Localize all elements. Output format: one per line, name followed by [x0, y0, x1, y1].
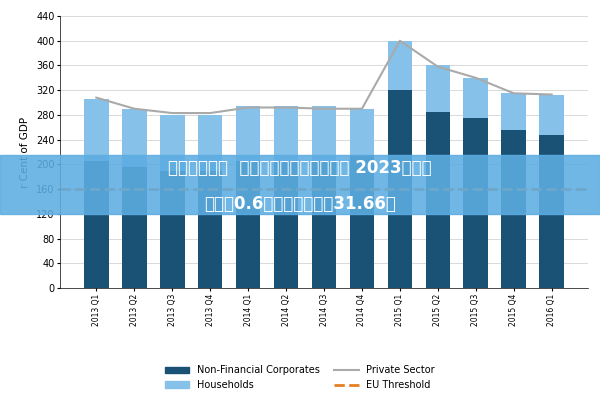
- Bar: [274, 106, 298, 161]
- Bar: [502, 93, 526, 130]
- Bar: [236, 106, 260, 161]
- Bar: [160, 170, 185, 288]
- Text: 国内平台配资  上海最新生育数据公布： 2023年总和: 国内平台配资 上海最新生育数据公布： 2023年总和: [168, 160, 432, 178]
- Bar: [84, 100, 109, 161]
- Bar: [425, 66, 450, 112]
- Private Sector: [434, 64, 442, 69]
- Y-axis label: r Cent of GDP: r Cent of GDP: [20, 116, 31, 188]
- Private Sector: [131, 106, 138, 111]
- Bar: [388, 41, 412, 90]
- Bar: [311, 161, 337, 288]
- Bar: [198, 115, 223, 170]
- Private Sector: [510, 91, 517, 96]
- Bar: [502, 130, 526, 288]
- Private Sector: [358, 106, 365, 111]
- Bar: [539, 135, 564, 288]
- Bar: [388, 90, 412, 288]
- Bar: [311, 106, 337, 161]
- Bar: [539, 94, 564, 135]
- Bar: [425, 112, 450, 288]
- EU Threshold: [131, 187, 138, 192]
- Private Sector: [396, 38, 403, 43]
- Bar: [160, 115, 185, 170]
- Bar: [463, 118, 488, 288]
- Private Sector: [245, 105, 252, 110]
- Bar: [84, 161, 109, 288]
- Bar: [236, 161, 260, 288]
- Private Sector: [93, 95, 100, 100]
- Private Sector: [472, 76, 479, 80]
- EU Threshold: [93, 187, 100, 192]
- Legend: Non-Financial Corporates, Households, Private Sector, EU Threshold: Non-Financial Corporates, Households, Pr…: [160, 360, 440, 395]
- Text: 生育獰0.6，平均初育年龂31.66岁: 生育獰0.6，平均初育年龂31.66岁: [204, 196, 396, 214]
- Bar: [350, 109, 374, 155]
- Bar: [274, 161, 298, 288]
- Bar: [463, 78, 488, 118]
- Private Sector: [169, 111, 176, 116]
- Line: Private Sector: Private Sector: [97, 41, 551, 113]
- Private Sector: [320, 106, 328, 111]
- Bar: [350, 155, 374, 288]
- Bar: [122, 168, 146, 288]
- Private Sector: [206, 111, 214, 116]
- Private Sector: [283, 105, 290, 110]
- Private Sector: [548, 92, 555, 97]
- Bar: [122, 109, 146, 168]
- Bar: [198, 170, 223, 288]
